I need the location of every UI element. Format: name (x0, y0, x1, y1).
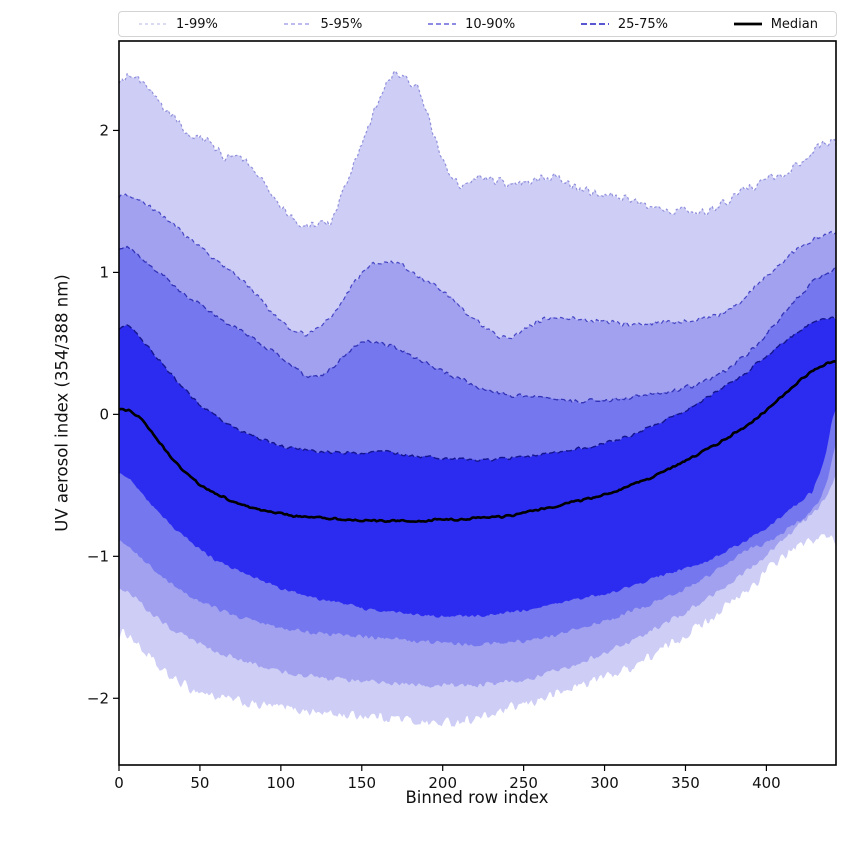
x-tick-label: 100 (267, 774, 296, 792)
x-tick-label: 50 (190, 774, 209, 792)
legend-item-5-95: 5-95% (282, 16, 363, 32)
x-axis-label: Binned row index (405, 788, 549, 807)
legend: 1-99% 5-95% 10-90% 25-75% Median (118, 11, 837, 37)
median-line (119, 360, 836, 523)
x-tick-label: 150 (347, 774, 376, 792)
y-tick-label: 2 (99, 122, 109, 140)
legend-item-10-90: 10-90% (426, 18, 515, 31)
y-tick-label: −2 (87, 689, 109, 707)
p90-line (119, 245, 836, 404)
legend-label-10-90: 10-90% (465, 16, 516, 32)
legend-label-5-95: 5-95% (320, 16, 363, 32)
p95-line (119, 193, 836, 340)
legend-label-1-99: 1-99% (176, 16, 218, 32)
legend-swatch-median-icon (733, 22, 762, 26)
legend-swatch-10-90-icon (428, 23, 457, 25)
legend-label-median: Median (770, 16, 818, 32)
plot-layers (119, 70, 836, 727)
x-tick-label: 300 (590, 774, 619, 792)
legend-item-1-99: 1-99% (137, 18, 218, 31)
band-25-75 (119, 317, 836, 618)
axes-spines (118, 40, 837, 766)
y-axis-label: UV aerosol index (354/388 nm) (52, 274, 72, 532)
x-tick-label: 0 (114, 774, 124, 792)
y-tick-label: −1 (87, 547, 109, 565)
legend-item-25-75: 25-75% (579, 18, 668, 31)
x-tick-label: 250 (509, 774, 538, 792)
x-tick-label: 350 (671, 774, 700, 792)
y-tick-label: 1 (99, 263, 109, 281)
legend-swatch-5-95-icon (283, 23, 312, 25)
p99-line (119, 70, 836, 229)
legend-item-median: Median (732, 18, 818, 31)
x-tick-label: 400 (752, 774, 781, 792)
legend-swatch-25-75-icon (580, 23, 609, 25)
legend-label-25-75: 25-75% (617, 16, 669, 32)
legend-swatch-1-99-icon (139, 23, 167, 25)
x-tick-label: 200 (428, 774, 457, 792)
y-tick-label: 0 (99, 405, 109, 423)
p75-line (119, 316, 836, 463)
